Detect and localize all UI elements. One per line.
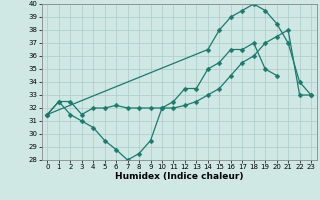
X-axis label: Humidex (Indice chaleur): Humidex (Indice chaleur) [115, 172, 244, 181]
